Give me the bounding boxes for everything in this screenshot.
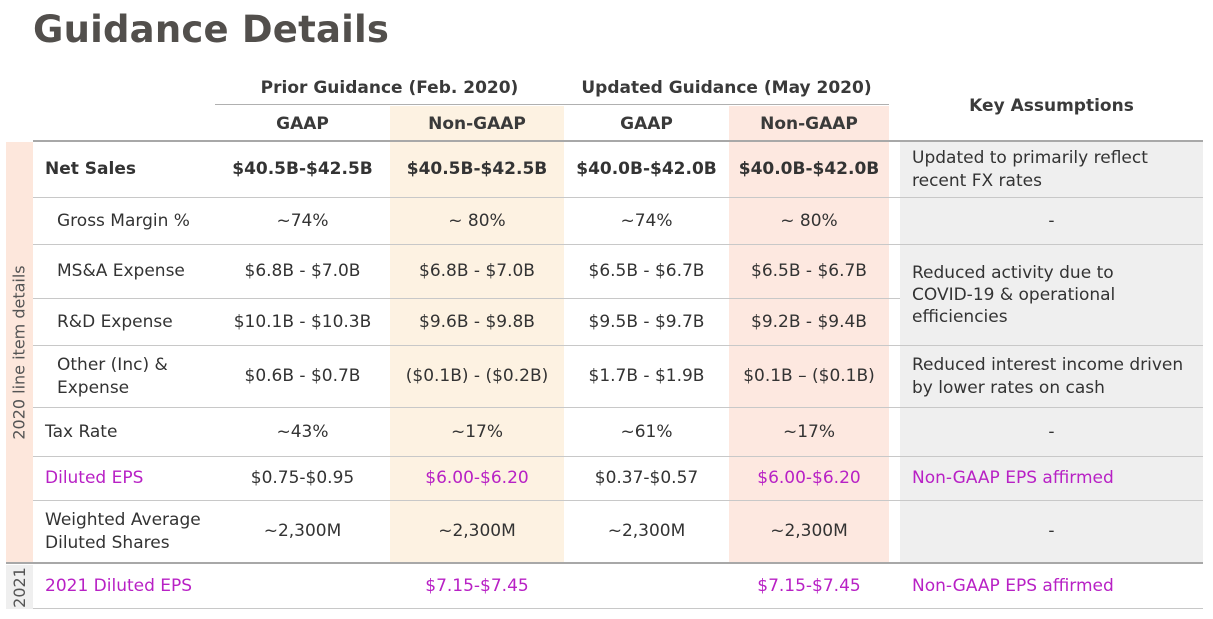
prior-nongaap-value: ~17% [450,421,504,442]
assumption-text: Non-GAAP EPS affirmed [912,468,1114,489]
updated-nongaap-value: $9.2B - $9.4B [751,311,867,332]
updated-gaap-value: ~74% [620,210,673,231]
updated-nongaap-value: $40.0B-$42.0B [738,159,880,180]
row-rule-2021 [6,562,1203,564]
updated-gaap-value: ~2,300M [607,521,686,542]
prior-nongaap-value: $9.6B - $9.8B [419,311,535,332]
updated-guidance-header: Updated Guidance (May 2020) [581,77,872,98]
row-rule [33,407,1203,408]
updated-nongaap-value: $6.00-$6.20 [757,468,861,489]
row-rule-bottom [33,608,1203,609]
updated-gaap-value: $0.37-$0.57 [594,468,699,489]
prior-nongaap-band [390,106,564,563]
side-label-2020: 2020 line item details [6,142,33,562]
updated-gaap-value: ~61% [620,421,673,442]
row-label: R&D Expense [57,311,173,332]
row-rule [33,345,1203,346]
updated-nongaap-value: ~ 80% [780,210,838,231]
prior-gaap-header: GAAP [276,113,329,134]
row-label: Diluted EPS [45,468,144,489]
row-label: Other (Inc) & Expense [57,355,168,398]
row-rule [33,244,1203,245]
key-assumptions-header: Key Assumptions [969,95,1134,116]
updated-gaap-value: $1.7B - $1.9B [588,366,705,387]
assumption-text: Reduced activity due to COVID-19 & opera… [912,262,1116,328]
assumption-text: - [1048,521,1055,542]
row-label: Weighted Average Diluted Shares [45,510,201,553]
side-band-2021 [6,565,33,609]
prior-gaap-value: ~43% [276,421,329,442]
assumption-text: Reduced interest income driven by lower … [912,355,1184,398]
side-label-2021: 2021 [6,565,33,609]
updated-nongaap-header: Non-GAAP [760,113,858,134]
prior-gaap-value [215,564,390,608]
updated-gaap-header: GAAP [620,113,673,134]
prior-nongaap-value: ~2,300M [438,521,516,542]
page-title: Guidance Details [33,8,390,51]
prior-nongaap-value: $40.5B-$42.5B [406,159,548,180]
prior-nongaap-header: Non-GAAP [428,113,526,134]
prior-gaap-value: ~74% [276,210,329,231]
side-label-2020-text: 2020 line item details [10,264,29,440]
assumption-text: - [1048,421,1055,442]
assumption-text: - [1048,210,1055,231]
prior-gaap-value: $0.6B - $0.7B [244,366,361,387]
assumption-band [900,142,1203,563]
updated-gaap-value: $9.5B - $9.7B [588,311,705,332]
side-band-2020 [6,142,33,562]
header-rule-upper [215,104,889,105]
prior-gaap-value: $6.8B - $7.0B [244,261,361,282]
prior-gaap-value: $40.5B-$42.5B [232,159,373,180]
row-label: Tax Rate [45,421,118,442]
row-rule [33,456,1203,457]
header-rule-lower [33,140,1203,142]
prior-nongaap-value: ($0.1B) - ($0.2B) [405,366,549,387]
updated-nongaap-value: $7.15-$7.45 [757,575,861,596]
prior-nongaap-value: $7.15-$7.45 [425,575,529,596]
prior-gaap-value: $0.75-$0.95 [250,468,355,489]
prior-nongaap-value: $6.8B - $7.0B [419,261,535,282]
row-rule [33,298,900,299]
row-label: Gross Margin % [57,210,190,231]
row-label: 2021 Diluted EPS [45,575,193,596]
updated-gaap-value [564,564,729,608]
row-label: MS&A Expense [57,261,185,282]
prior-nongaap-value: ~ 80% [448,210,506,231]
side-label-2021-text: 2021 [10,566,29,608]
row-rule [33,197,1203,198]
updated-nongaap-value: ~17% [782,421,836,442]
updated-nongaap-value: $6.5B - $6.7B [751,261,867,282]
updated-gaap-value: $6.5B - $6.7B [588,261,705,282]
assumption-text: Updated to primarily reflect recent FX r… [912,148,1148,191]
updated-nongaap-band [729,106,889,563]
prior-gaap-value: $10.1B - $10.3B [233,311,372,332]
updated-gaap-value: $40.0B-$42.0B [576,159,717,180]
assumption-text: Non-GAAP EPS affirmed [912,575,1114,596]
row-label: Net Sales [45,159,136,180]
prior-guidance-header: Prior Guidance (Feb. 2020) [260,77,519,98]
updated-nongaap-value: ~2,300M [770,521,848,542]
updated-nongaap-value: $0.1B – ($0.1B) [743,366,875,387]
row-rule [33,500,1203,501]
prior-nongaap-value: $6.00-$6.20 [425,468,529,489]
prior-gaap-value: ~2,300M [263,521,342,542]
